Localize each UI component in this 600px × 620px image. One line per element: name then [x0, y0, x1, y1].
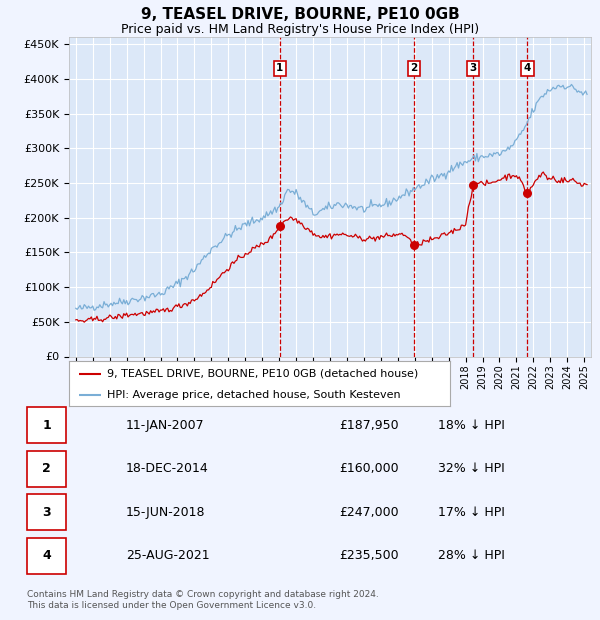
Text: 2: 2	[410, 63, 418, 73]
Text: 3: 3	[470, 63, 477, 73]
Point	[275, 221, 284, 231]
Text: 3: 3	[42, 506, 51, 518]
Text: 25-AUG-2021: 25-AUG-2021	[126, 549, 209, 562]
Text: HPI: Average price, detached house, South Kesteven: HPI: Average price, detached house, Sout…	[107, 390, 401, 400]
Text: 18% ↓ HPI: 18% ↓ HPI	[438, 419, 505, 432]
Text: £247,000: £247,000	[339, 506, 398, 518]
Text: 4: 4	[524, 63, 531, 73]
Text: £187,950: £187,950	[339, 419, 398, 432]
Text: 4: 4	[42, 549, 51, 562]
Text: 15-JUN-2018: 15-JUN-2018	[126, 506, 205, 518]
Text: 18-DEC-2014: 18-DEC-2014	[126, 463, 209, 475]
Text: 2: 2	[42, 463, 51, 475]
Text: Price paid vs. HM Land Registry's House Price Index (HPI): Price paid vs. HM Land Registry's House …	[121, 23, 479, 36]
Text: Contains HM Land Registry data © Crown copyright and database right 2024.: Contains HM Land Registry data © Crown c…	[27, 590, 379, 600]
Text: £235,500: £235,500	[339, 549, 398, 562]
Point	[523, 188, 532, 198]
Point	[409, 241, 419, 250]
Text: 28% ↓ HPI: 28% ↓ HPI	[438, 549, 505, 562]
Text: This data is licensed under the Open Government Licence v3.0.: This data is licensed under the Open Gov…	[27, 601, 316, 611]
Text: 1: 1	[42, 419, 51, 432]
Text: 17% ↓ HPI: 17% ↓ HPI	[438, 506, 505, 518]
Text: £160,000: £160,000	[339, 463, 398, 475]
Text: 1: 1	[276, 63, 283, 73]
Text: 9, TEASEL DRIVE, BOURNE, PE10 0GB: 9, TEASEL DRIVE, BOURNE, PE10 0GB	[140, 7, 460, 22]
Point	[469, 180, 478, 190]
Text: 9, TEASEL DRIVE, BOURNE, PE10 0GB (detached house): 9, TEASEL DRIVE, BOURNE, PE10 0GB (detac…	[107, 368, 418, 379]
Text: 32% ↓ HPI: 32% ↓ HPI	[438, 463, 505, 475]
Text: 11-JAN-2007: 11-JAN-2007	[126, 419, 205, 432]
